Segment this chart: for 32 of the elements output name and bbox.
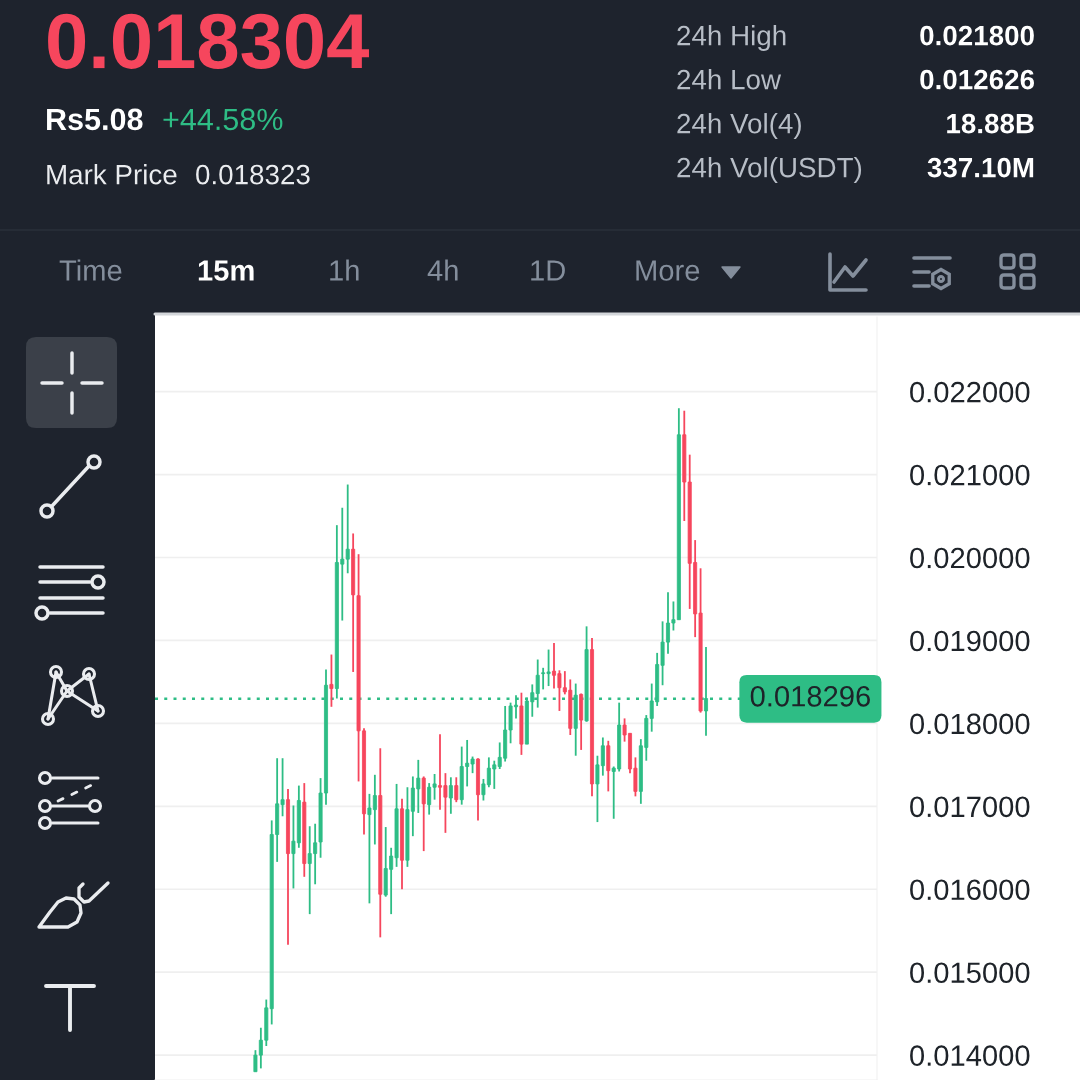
- text: 15m: [198, 260, 254, 281]
- y-tick-label: 0.020000: [910, 547, 1030, 569]
- text: 24h Low: [677, 69, 782, 90]
- text: Rs5.08: [47, 108, 143, 131]
- y-tick-label: 0.014000: [910, 1045, 1030, 1066]
- text: 0.021800: [920, 25, 1034, 46]
- candlestick: [448, 776, 453, 815]
- text: 0.012626: [920, 69, 1035, 90]
- text: Mark Price: [47, 164, 177, 185]
- text: More: [636, 260, 700, 281]
- text: Time: [59, 259, 122, 281]
- text: 24h Vol(4): [677, 113, 801, 139]
- text: 1D: [531, 260, 565, 281]
- text: 24h Vol(USDT): [677, 157, 862, 183]
- text: 1h: [330, 259, 359, 281]
- candlestick: [454, 776, 459, 804]
- text: 4h: [427, 259, 458, 281]
- y-tick-label: 0.018000: [910, 713, 1030, 735]
- text: +44.58%: [163, 108, 283, 131]
- text: 24h High: [677, 25, 786, 51]
- y-tick-label: 0.022000: [910, 381, 1030, 403]
- candlestick: [329, 653, 334, 708]
- text: 0.018304: [48, 13, 369, 69]
- y-tick-label: 0.015000: [910, 962, 1030, 984]
- ref-line-label: 0.018296: [750, 686, 870, 707]
- text: 0.018323: [196, 164, 310, 185]
- text: 337.10M: [927, 157, 1034, 178]
- y-tick-label: 0.016000: [910, 879, 1030, 901]
- text: 18.88B: [947, 113, 1034, 134]
- y-tick-label: 0.021000: [910, 464, 1030, 486]
- y-tick-label: 0.019000: [910, 630, 1030, 652]
- y-tick-label: 0.017000: [910, 796, 1030, 818]
